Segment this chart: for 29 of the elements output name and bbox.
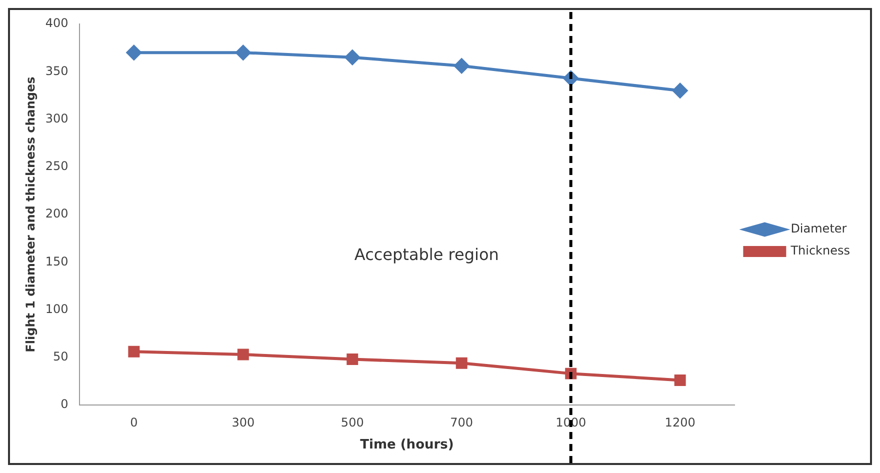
point [344, 50, 360, 65]
legend-label: Thickness [790, 244, 850, 258]
legend-label: Diameter [790, 222, 847, 236]
y-tick-label: 250 [45, 159, 68, 173]
point [128, 346, 140, 358]
y-axis-title: Flight 1 diameter and thickness changes [23, 76, 38, 352]
point [672, 83, 688, 98]
point [126, 45, 142, 60]
y-tick-label: 400 [45, 16, 68, 30]
annotation: Acceptable region [354, 245, 499, 264]
x-tick-label: 700 [450, 415, 474, 430]
x-tick-label: 500 [340, 415, 364, 430]
point [674, 374, 686, 386]
point [454, 58, 470, 74]
x-axis-title: Time (hours) [360, 438, 454, 453]
point [346, 354, 358, 366]
point [237, 348, 249, 360]
y-tick-label: 0 [60, 397, 68, 412]
point [236, 45, 251, 60]
point [456, 357, 468, 369]
x-tick-label: 0 [130, 415, 138, 430]
y-tick-label: 300 [45, 111, 68, 126]
y-tick-label: 150 [45, 254, 68, 268]
y-tick-label: 100 [45, 302, 68, 316]
y-tick-label: 200 [45, 206, 68, 221]
y-tick-label: 50 [53, 350, 68, 364]
x-tick-label: 1200 [664, 415, 696, 430]
x-tick-label: 300 [232, 415, 255, 430]
y-tick-label: 350 [45, 64, 68, 78]
